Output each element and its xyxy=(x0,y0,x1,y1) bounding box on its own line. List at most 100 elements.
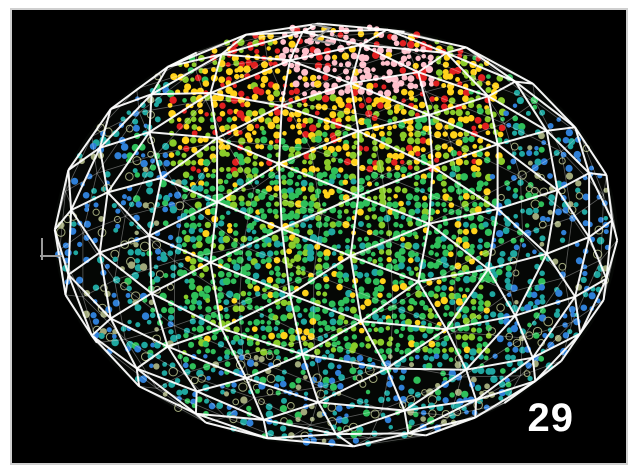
data-point xyxy=(134,172,141,178)
data-point xyxy=(208,402,216,410)
data-point xyxy=(539,307,546,314)
data-point xyxy=(427,290,435,298)
axis-mark-top xyxy=(311,23,335,45)
data-point xyxy=(367,207,372,212)
data-point xyxy=(506,186,511,191)
data-point xyxy=(280,331,288,340)
data-point xyxy=(142,166,149,173)
data-point xyxy=(422,346,429,353)
data-point xyxy=(288,40,296,48)
wireframe-edge xyxy=(350,255,419,283)
data-point xyxy=(121,153,128,159)
data-point xyxy=(268,270,274,276)
data-point xyxy=(244,101,251,108)
data-point xyxy=(428,356,435,362)
data-point xyxy=(568,305,576,313)
data-point xyxy=(391,313,398,319)
data-point xyxy=(203,166,209,173)
data-point xyxy=(258,251,266,259)
wireframe-edge xyxy=(522,321,573,339)
data-point xyxy=(419,178,427,185)
wireframe-edge xyxy=(425,416,476,437)
data-point xyxy=(112,256,118,262)
data-point xyxy=(258,34,266,42)
wireframe-edge xyxy=(386,328,447,370)
data-point xyxy=(469,348,477,356)
data-point xyxy=(239,73,245,79)
data-point xyxy=(274,320,281,326)
wireframe-edge xyxy=(335,35,409,51)
data-point xyxy=(278,52,287,60)
data-point xyxy=(446,88,455,96)
data-point xyxy=(478,238,483,244)
data-point xyxy=(565,128,574,137)
data-point xyxy=(404,241,412,250)
data-point xyxy=(510,158,517,165)
data-point xyxy=(98,216,105,222)
data-point xyxy=(420,173,427,180)
data-point xyxy=(328,228,336,236)
data-point xyxy=(555,289,563,297)
data-point xyxy=(323,124,330,131)
wireframe-edge xyxy=(317,401,337,435)
data-point xyxy=(506,122,512,128)
wireframe-edge xyxy=(606,175,618,241)
data-point xyxy=(385,397,391,402)
data-point xyxy=(113,227,119,233)
data-point xyxy=(418,101,426,109)
wireframe-edge xyxy=(369,409,383,439)
data-point xyxy=(202,340,209,348)
wireframe-edge xyxy=(149,131,218,140)
data-point xyxy=(371,171,379,179)
data-point xyxy=(414,122,423,130)
wireframe-edge xyxy=(579,134,604,196)
data-point xyxy=(150,342,156,348)
data-point xyxy=(247,283,254,290)
data-point xyxy=(268,171,276,179)
data-point xyxy=(322,202,327,207)
data-point xyxy=(447,196,453,202)
wireframe-edge xyxy=(497,129,547,146)
data-point xyxy=(245,59,252,67)
data-point xyxy=(301,122,307,128)
data-point xyxy=(343,208,349,214)
data-point xyxy=(405,144,413,152)
data-point xyxy=(275,271,281,277)
data-point xyxy=(287,327,295,335)
data-point xyxy=(196,102,203,108)
wireframe-edge xyxy=(389,241,394,307)
data-point xyxy=(517,179,524,186)
wireframe-edge xyxy=(445,328,468,371)
data-point xyxy=(191,291,199,300)
data-point xyxy=(318,327,324,333)
data-point xyxy=(476,343,483,349)
data-point xyxy=(240,102,246,108)
data-point xyxy=(532,249,537,255)
wireframe-edge xyxy=(520,151,562,178)
data-point xyxy=(203,285,212,294)
wireframe-edge xyxy=(407,399,477,435)
data-point xyxy=(384,416,392,424)
data-point xyxy=(77,241,83,247)
data-point xyxy=(540,158,548,166)
data-point xyxy=(307,229,314,236)
data-point xyxy=(392,124,397,129)
data-point xyxy=(573,202,579,208)
wireframe-edge xyxy=(99,93,153,149)
data-point xyxy=(127,298,133,304)
data-point xyxy=(470,291,478,299)
data-point xyxy=(198,108,204,115)
wireframe-edge xyxy=(510,291,523,339)
wireframe-edge xyxy=(445,268,490,330)
wireframe-edge xyxy=(242,245,314,275)
data-point xyxy=(279,375,285,382)
data-point xyxy=(281,272,287,278)
data-point xyxy=(324,255,330,261)
data-point xyxy=(250,200,258,208)
data-point xyxy=(260,348,268,356)
data-point xyxy=(580,276,587,284)
data-point xyxy=(433,104,439,110)
data-point xyxy=(355,374,363,382)
data-point xyxy=(296,102,302,108)
data-point xyxy=(323,159,331,167)
